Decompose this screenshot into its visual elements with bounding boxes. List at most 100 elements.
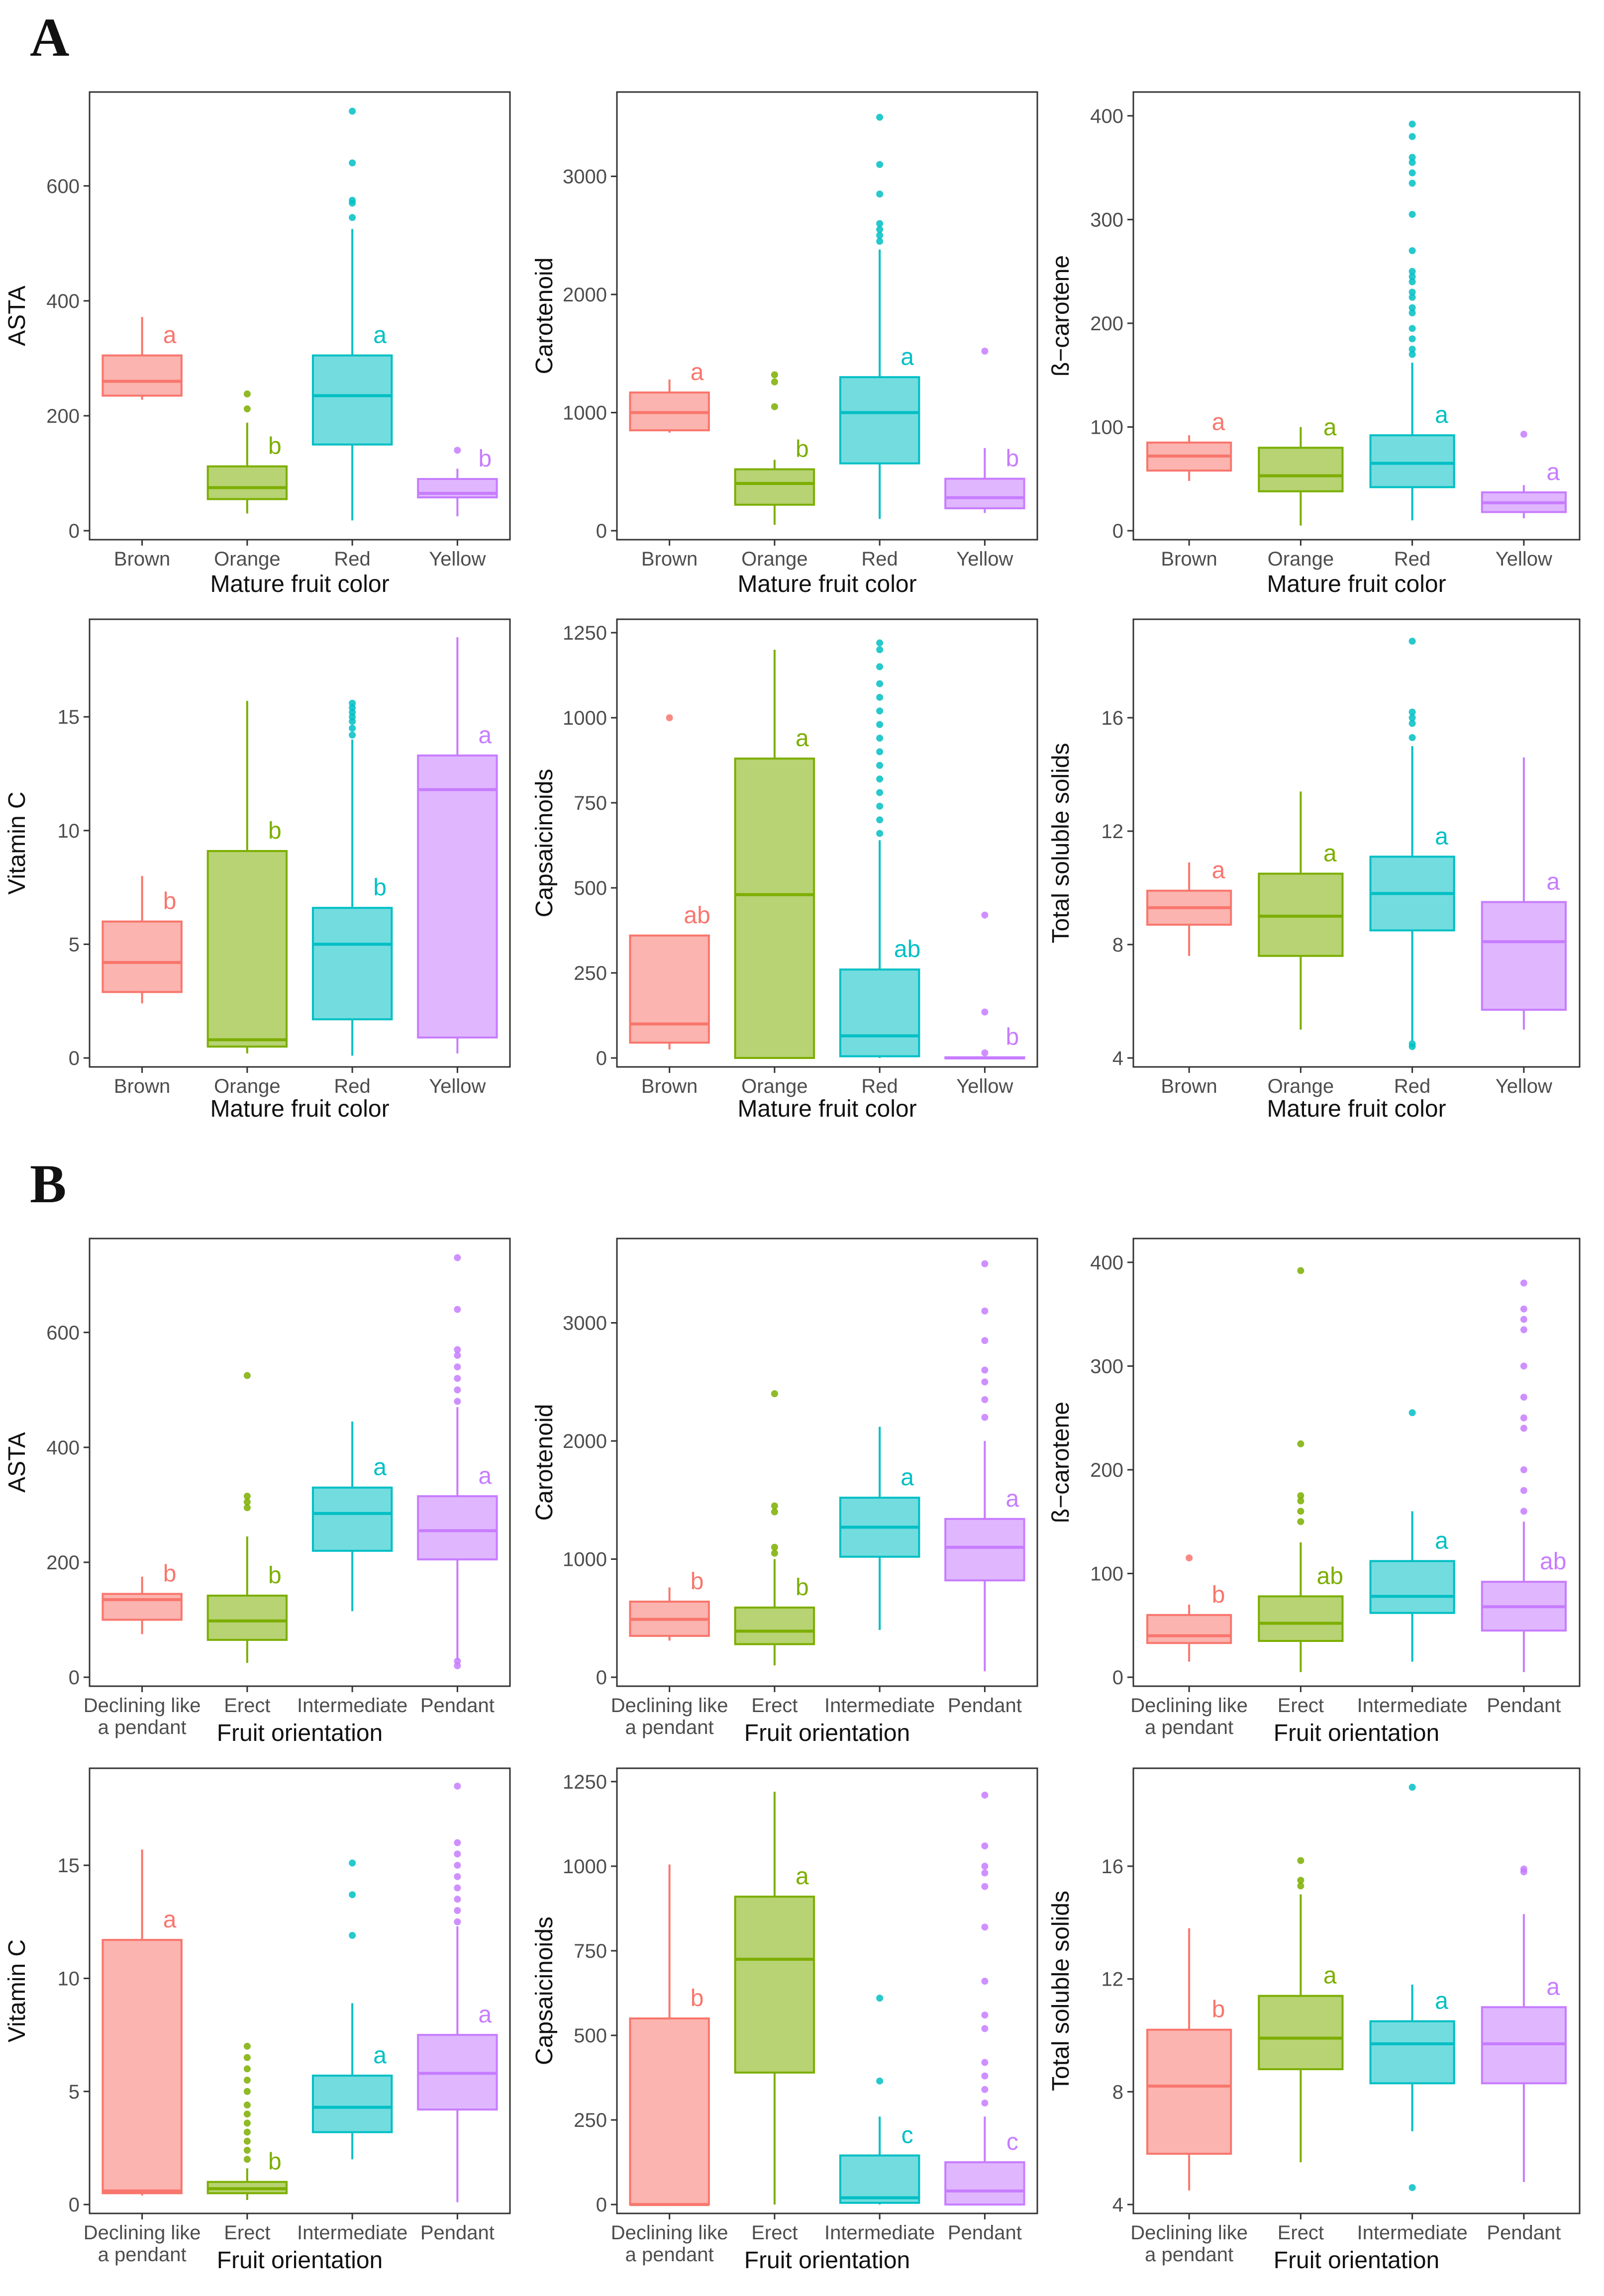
outlier-point (981, 348, 989, 355)
significance-letter: a (1323, 414, 1337, 441)
outlier-point (454, 1884, 461, 1892)
y-tick-label: 8 (1112, 934, 1123, 956)
x-tick-label: Red (334, 1075, 370, 1097)
box-1: Brown a (1146, 409, 1232, 570)
box-body (311, 2074, 393, 2133)
outlier-point (1408, 1784, 1416, 1791)
y-tick-label: 0 (69, 2194, 80, 2216)
box-3: Red b (311, 699, 393, 1097)
y-tick-label: 400 (46, 1437, 80, 1459)
outlier-point (1297, 1877, 1304, 1884)
chart-3: 0 100 200 300 400 ß−carotene Mature fruit colo… (1048, 91, 1581, 597)
box-body (629, 2017, 710, 2206)
outlier-point (243, 2054, 251, 2061)
x-tick-label: Red (1394, 1075, 1430, 1097)
y-tick-label: 200 (1090, 1459, 1123, 1481)
significance-letter: b (268, 2149, 282, 2175)
outlier-point (876, 802, 884, 810)
x-axis-label: Mature fruit color (1267, 1096, 1446, 1122)
box-body (1258, 447, 1344, 492)
outlier-point (454, 1363, 461, 1371)
y-tick-label: 1000 (563, 1549, 607, 1571)
outlier-point (1408, 734, 1416, 741)
box-2: Erect b (734, 1390, 815, 1717)
y-tick-label: 1000 (563, 402, 607, 424)
significance-letter: a (373, 1454, 387, 1481)
significance-letter: a (1323, 1963, 1337, 1989)
x-tick-label: Pendant (420, 2222, 495, 2244)
box-4: Pendant a (1481, 1865, 1567, 2244)
outlier-point (243, 2137, 251, 2145)
outlier-point (981, 1366, 989, 1374)
outlier-point (454, 1386, 461, 1394)
box-body (1481, 901, 1567, 1011)
significance-letter: ab (894, 936, 920, 962)
box-body (101, 354, 183, 397)
outlier-point (454, 1398, 461, 1405)
outlier-point (666, 714, 673, 721)
box-4: Pendant c (944, 1792, 1025, 2244)
significance-letter: b (1005, 1024, 1019, 1051)
outlier-point (243, 2102, 251, 2109)
chart-10: 0 5 10 15 Vitamin C Fruit orientation Declinin… (4, 1767, 511, 2274)
box-body (206, 1594, 288, 1641)
box-2: Erect a (1258, 1857, 1344, 2244)
x-tick-label: Brown (1161, 1075, 1217, 1097)
outlier-point (981, 1792, 989, 1799)
significance-letter: a (478, 2002, 492, 2028)
outlier-point (243, 2119, 251, 2127)
outlier-point (1520, 1425, 1527, 1432)
x-axis-label: Mature fruit color (737, 1096, 916, 1122)
chart-6: 4 8 12 16 Total soluble solids Mature fruit c… (1048, 618, 1581, 1122)
significance-letter: b (1005, 446, 1019, 472)
x-tick-label: Erect (751, 1695, 798, 1717)
box-4: Pendant a (417, 1782, 498, 2244)
outlier-point (981, 1378, 989, 1386)
outlier-point (1520, 1466, 1527, 1473)
x-tick-label: Intermediate (297, 1695, 407, 1717)
box-3: Intermediate a (297, 1859, 407, 2244)
box-3: Intermediate a (1357, 1409, 1468, 1717)
box-body (734, 1896, 815, 2074)
box-4: Yellow b (417, 446, 498, 570)
box-body (1146, 1614, 1232, 1644)
x-tick-label: Erect (224, 2222, 270, 2244)
outlier-point (1408, 2184, 1416, 2192)
outlier-point (876, 191, 884, 198)
y-tick-label: 0 (596, 1048, 607, 1069)
x-tick-label: Intermediate (824, 1695, 935, 1717)
y-tick-label: 16 (1102, 707, 1124, 729)
outlier-point (349, 731, 356, 739)
outlier-point (981, 1923, 989, 1931)
outlier-point (243, 2077, 251, 2084)
outlier-point (876, 762, 884, 769)
plot-frame (89, 91, 511, 541)
box-2: Orange b (734, 371, 815, 570)
outlier-point (981, 1883, 989, 1890)
significance-letter: b (1212, 1582, 1225, 1608)
outlier-point (454, 1862, 461, 1869)
significance-letter: b (478, 446, 492, 472)
outlier-point (349, 196, 356, 204)
outlier-point (771, 1508, 778, 1516)
box-body (311, 354, 393, 446)
x-tick-label: Yellow (956, 1075, 1013, 1097)
outlier-point (349, 107, 356, 115)
y-tick-label: 1000 (563, 1856, 607, 1878)
y-tick-label: 400 (1090, 105, 1123, 127)
x-tick-label: Orange (741, 548, 807, 570)
y-tick-label: 2000 (563, 284, 607, 306)
x-tick-label: Yellow (429, 1075, 486, 1097)
box-body (101, 1593, 183, 1621)
outlier-point (1408, 714, 1416, 721)
x-axis-label: Fruit orientation (1274, 2247, 1440, 2274)
y-tick-label: 750 (574, 792, 607, 814)
y-axis-label: Vitamin C (4, 1939, 30, 2042)
box-body (944, 2161, 1025, 2206)
outlier-point (454, 1907, 461, 1914)
outlier-point (1408, 247, 1416, 254)
y-axis-label: Vitamin C (4, 791, 30, 894)
